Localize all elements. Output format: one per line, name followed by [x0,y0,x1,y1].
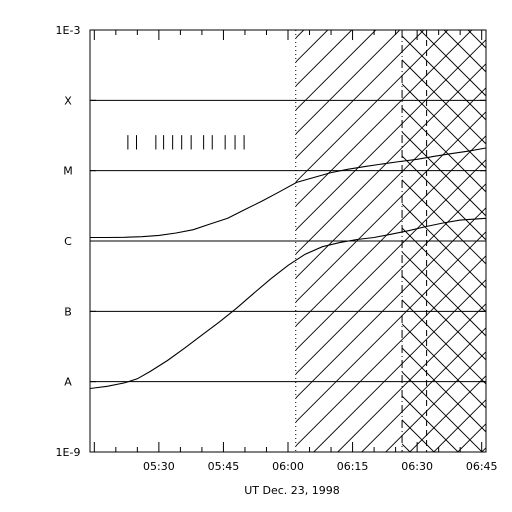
series-layer [90,147,486,390]
y-tick-label: 1E-3 [56,24,81,37]
x-axis-label: UT Dec. 23, 1998 [244,484,340,497]
x-tick-label: 06:15 [337,460,369,473]
y-tick-label: A [64,376,72,389]
x-tick-label: 06:45 [466,460,498,473]
event-ticks [127,135,245,150]
y-tick-label: B [64,305,72,318]
time-markers [295,30,428,452]
x-axis-ticks: 05:30 05:45 06:00 06:15 06:30 06:45 [93,30,498,473]
y-tick-label: 1E-9 [56,446,81,459]
y-tick-label: M [63,165,73,178]
series-line-1 [90,147,486,239]
y-axis-ticks: 1E-3 X M C B A 1E-9 [56,24,486,459]
flare-class-grid [90,99,486,383]
x-tick-label: 05:30 [143,460,175,473]
y-tick-label: C [64,235,72,248]
x-tick-label: 05:45 [208,460,240,473]
x-tick-label: 06:30 [401,460,433,473]
series-line-2 [90,217,486,390]
y-tick-label: X [64,94,72,107]
x-tick-label: 06:00 [272,460,304,473]
